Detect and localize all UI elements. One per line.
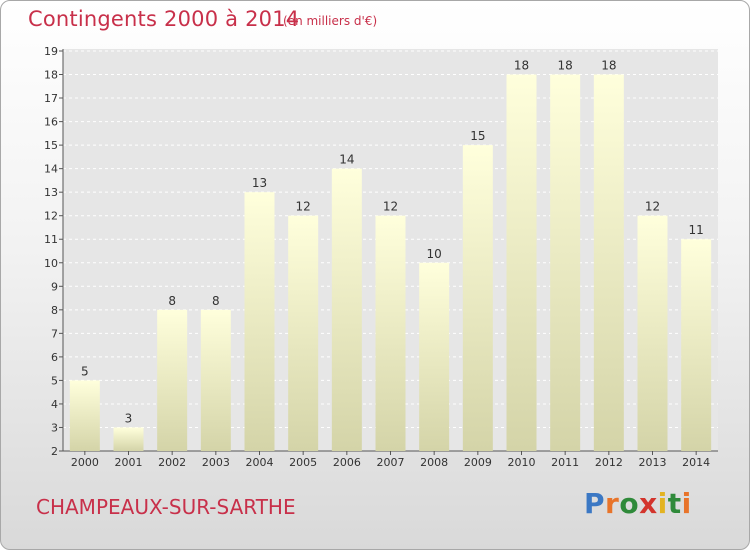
bar [550, 74, 581, 451]
y-tick-label: 11 [44, 233, 58, 246]
chart-title: Contingents 2000 à 2014 [28, 7, 300, 31]
x-tick-label: 2008 [420, 456, 448, 469]
x-tick-label: 2004 [246, 456, 274, 469]
data-label: 18 [601, 59, 616, 73]
logo-letter: i [681, 487, 692, 520]
x-tick-label: 2000 [71, 456, 99, 469]
data-label: 8 [168, 294, 176, 308]
logo-letter: P [584, 487, 606, 520]
x-tick-label: 2013 [639, 456, 667, 469]
x-tick-label: 2005 [289, 456, 317, 469]
y-tick-label: 19 [44, 45, 58, 58]
bar [69, 380, 100, 451]
x-tick-label: 2006 [333, 456, 361, 469]
bar [506, 74, 537, 451]
y-tick-label: 15 [44, 139, 58, 152]
bar [375, 215, 406, 451]
y-tick-label: 13 [44, 186, 58, 199]
y-tick-label: 5 [51, 374, 58, 387]
data-label: 10 [427, 247, 442, 261]
x-tick-label: 2012 [595, 456, 623, 469]
y-tick-label: 16 [44, 116, 58, 129]
y-tick-label: 2 [51, 445, 58, 458]
y-tick-label: 17 [44, 92, 58, 105]
logo-letter: i [657, 487, 668, 520]
data-label: 18 [514, 59, 529, 73]
y-tick-label: 12 [44, 210, 58, 223]
y-tick-label: 7 [51, 327, 58, 340]
bar [462, 145, 493, 451]
data-label: 5 [81, 364, 89, 378]
data-label: 12 [645, 200, 660, 214]
y-tick-label: 6 [51, 351, 58, 364]
y-tick-label: 3 [51, 421, 58, 434]
data-label: 8 [212, 294, 220, 308]
y-tick-label: 9 [51, 280, 58, 293]
logo-letter: o [619, 487, 640, 520]
x-tick-label: 2009 [464, 456, 492, 469]
data-label: 3 [125, 411, 133, 425]
x-tick-label: 2011 [551, 456, 579, 469]
data-label: 12 [383, 200, 398, 214]
bar [637, 215, 668, 451]
x-tick-label: 2007 [377, 456, 405, 469]
data-label: 15 [470, 129, 485, 143]
logo-letter: r [605, 487, 620, 520]
y-tick-label: 4 [51, 398, 58, 411]
bar [419, 262, 450, 451]
bar [157, 309, 188, 451]
proxiti-logo[interactable]: Proxiti [584, 487, 692, 520]
bar [681, 239, 712, 451]
chart-subtitle: (en milliers d'€) [283, 14, 378, 28]
logo-letter: t [667, 487, 682, 520]
bar [244, 192, 275, 452]
bar [113, 427, 144, 451]
data-label: 12 [296, 200, 311, 214]
y-tick-label: 8 [51, 304, 58, 317]
data-label: 18 [558, 59, 573, 73]
bar [593, 74, 624, 451]
logo-letter: x [639, 487, 658, 520]
data-label: 14 [339, 153, 354, 167]
y-tick-label: 10 [44, 257, 58, 270]
y-tick-label: 18 [44, 69, 58, 82]
place-name: CHAMPEAUX-SUR-SARTHE [36, 495, 296, 519]
x-tick-label: 2014 [682, 456, 710, 469]
x-tick-label: 2003 [202, 456, 230, 469]
x-tick-label: 2002 [158, 456, 186, 469]
bar [331, 168, 362, 451]
data-label: 11 [689, 223, 704, 237]
bar [288, 215, 319, 451]
x-tick-label: 2010 [508, 456, 536, 469]
y-tick-label: 14 [44, 163, 58, 176]
x-tick-label: 2001 [115, 456, 143, 469]
bar [200, 309, 231, 451]
data-label: 13 [252, 176, 267, 190]
